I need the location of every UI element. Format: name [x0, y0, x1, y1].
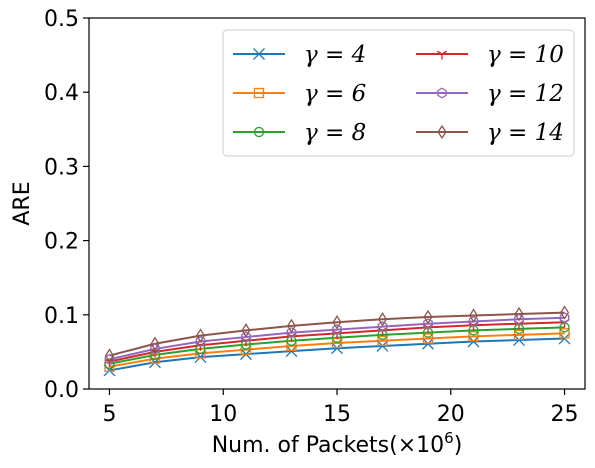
legend-label: γ = 12 — [487, 81, 564, 107]
tri-down-marker — [436, 50, 448, 60]
x-axis-label-tail: ) — [454, 433, 463, 458]
legend-label: γ = 10 — [487, 42, 564, 68]
x-marker — [513, 334, 525, 346]
hexagon-marker — [514, 313, 524, 325]
legend-label: γ = 14 — [487, 120, 564, 146]
hexagon-marker — [559, 312, 570, 324]
legend-entry-4: γ = 12 — [416, 81, 564, 107]
x-marker — [558, 332, 571, 345]
x-marker — [376, 340, 389, 352]
hexagon-marker — [104, 353, 115, 365]
x-marker — [331, 342, 343, 355]
x-tick-label: 15 — [323, 402, 351, 427]
thin-diamond-marker — [286, 318, 297, 334]
square-marker — [253, 87, 265, 99]
x-axis-label-base: Num. of Packets(×10 — [212, 433, 444, 458]
thin-diamond-marker — [104, 348, 115, 363]
x-axis-ticks: 5 10 15 20 25 — [102, 389, 579, 427]
hexagon-marker — [377, 321, 388, 333]
y-tick-label: 0.5 — [44, 7, 79, 32]
y-tick-label: 0.0 — [44, 378, 79, 403]
x-tick-label: 25 — [551, 402, 579, 427]
square-marker — [422, 333, 434, 344]
legend-entry-5: γ = 14 — [416, 120, 564, 146]
thin-diamond-marker — [437, 124, 447, 140]
hexagon-marker — [150, 343, 160, 355]
thin-diamond-marker — [559, 305, 570, 320]
thin-diamond-marker — [195, 328, 206, 343]
legend-box — [222, 29, 575, 157]
y-tick-label: 0.2 — [44, 230, 79, 255]
y-tick-label: 0.3 — [44, 155, 79, 180]
square-marker — [377, 335, 388, 346]
square-marker — [513, 329, 525, 340]
series-markers-5 — [104, 305, 570, 363]
hexagon-marker — [332, 324, 342, 336]
series-line-5 — [109, 311, 565, 357]
x-axis-label: Num. of Packets(×106) — [212, 429, 463, 458]
legend-label: γ = 6 — [304, 81, 366, 107]
y-tick-label: 0.1 — [44, 304, 79, 329]
legend-entry-0: γ = 4 — [233, 42, 366, 68]
x-marker — [285, 345, 298, 358]
x-marker — [194, 351, 207, 364]
legend-label: γ = 4 — [304, 42, 366, 68]
hexagon-marker — [468, 315, 479, 328]
circle-marker — [240, 339, 252, 350]
x-marker — [467, 335, 480, 348]
square-marker — [559, 328, 570, 339]
legend-entry-1: γ = 6 — [233, 81, 366, 107]
hexagon-marker — [241, 331, 251, 343]
hexagon-marker — [437, 87, 447, 99]
x-marker — [253, 48, 265, 60]
series-line-4 — [109, 316, 565, 361]
thin-diamond-marker — [150, 336, 160, 351]
series-lines — [109, 311, 565, 372]
square-marker — [468, 331, 479, 342]
x-tick-label: 5 — [102, 402, 116, 427]
thin-diamond-marker — [332, 315, 342, 330]
x-marker — [422, 337, 434, 350]
legend-entry-2: γ = 8 — [233, 120, 366, 146]
thin-diamond-marker — [514, 306, 524, 322]
hexagon-marker — [286, 327, 297, 339]
x-tick-label: 20 — [437, 402, 465, 427]
legend-entry-3: γ = 10 — [416, 42, 564, 68]
thin-diamond-marker — [241, 323, 251, 338]
x-marker — [149, 356, 161, 369]
hexagon-marker — [423, 318, 433, 330]
circle-marker — [195, 343, 206, 355]
y-axis-label: ARE — [10, 181, 35, 225]
series-line-1 — [109, 332, 565, 368]
series-markers-4 — [104, 312, 570, 365]
series-markers — [103, 305, 571, 377]
hexagon-marker — [195, 335, 206, 348]
y-axis-ticks: 0.0 0.1 0.2 0.3 0.4 0.5 — [44, 7, 89, 403]
thin-diamond-marker — [468, 308, 479, 323]
thin-diamond-marker — [377, 312, 388, 327]
legend: γ = 4 γ = 6 γ = 8 γ = 10 γ = 12 γ = 14 — [222, 29, 575, 157]
thin-diamond-marker — [423, 309, 433, 325]
circle-marker — [104, 358, 115, 369]
y-tick-label: 0.4 — [44, 81, 79, 106]
circle-marker — [253, 126, 265, 138]
legend-label: γ = 8 — [304, 120, 366, 146]
x-axis-label-exponent: 6 — [444, 429, 454, 447]
x-tick-label: 10 — [209, 402, 237, 427]
